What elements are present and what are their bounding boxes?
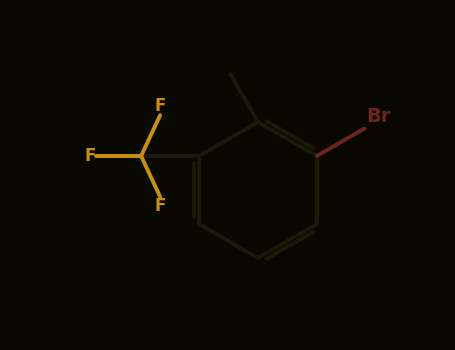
Text: F: F (154, 197, 166, 215)
Text: Br: Br (367, 107, 391, 126)
Text: F: F (154, 97, 166, 115)
Text: F: F (85, 147, 96, 165)
